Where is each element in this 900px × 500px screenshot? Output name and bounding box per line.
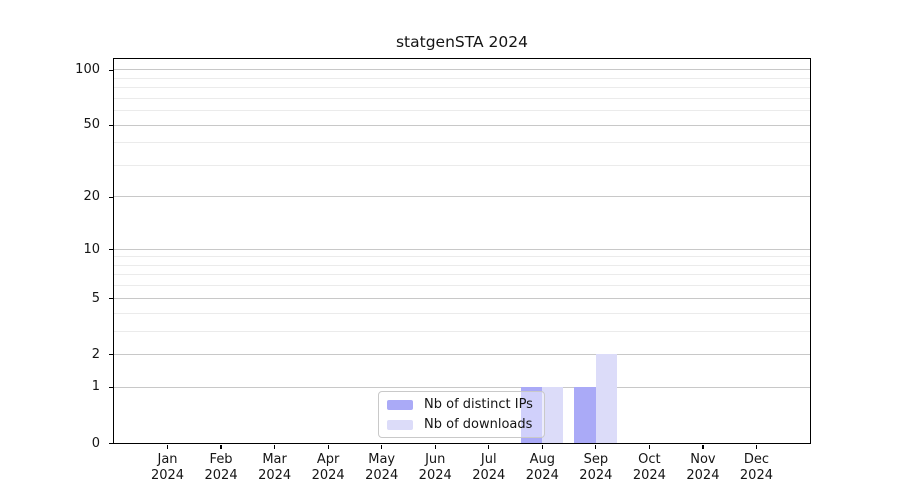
gridline-minor bbox=[113, 164, 810, 166]
y-tick-label: 10 bbox=[83, 241, 100, 257]
x-tick-mark bbox=[541, 444, 543, 449]
x-tick-label: Oct 2024 bbox=[632, 451, 666, 483]
y-tick-label: 100 bbox=[75, 62, 100, 78]
x-tick-mark bbox=[434, 444, 436, 449]
x-tick-mark bbox=[166, 444, 169, 449]
gridline-minor bbox=[113, 97, 810, 99]
x-tick-mark bbox=[220, 444, 222, 449]
gridline-minor bbox=[113, 142, 810, 144]
chart-title: statgenSTA 2024 bbox=[395, 33, 528, 51]
x-tick-label: Mar 2024 bbox=[258, 451, 292, 483]
gridline-minor bbox=[113, 110, 810, 112]
gridline-major bbox=[113, 297, 810, 299]
y-tick-label: 0 bbox=[91, 435, 100, 451]
gridline-minor bbox=[113, 264, 810, 266]
x-tick-mark bbox=[755, 444, 758, 449]
bar-nb-of-distinct-ips-aug-2024 bbox=[520, 387, 542, 444]
y-tick-mark bbox=[108, 353, 114, 356]
legend: Nb of distinct IPs Nb of downloads bbox=[378, 391, 545, 438]
x-tick-mark bbox=[381, 444, 383, 449]
gridline-minor bbox=[113, 285, 810, 287]
x-tick-label: May 2024 bbox=[365, 451, 399, 483]
y-tick-mark bbox=[108, 196, 114, 198]
gridline-minor bbox=[113, 256, 810, 258]
gridline-minor bbox=[113, 312, 810, 314]
y-tick-mark bbox=[108, 297, 114, 300]
y-tick-label: 1 bbox=[91, 379, 100, 395]
gridline-major bbox=[113, 124, 810, 126]
gridline-minor bbox=[113, 87, 810, 89]
y-tick-mark bbox=[108, 248, 114, 251]
gridline-minor bbox=[113, 77, 810, 79]
x-tick-label: Aug 2024 bbox=[525, 451, 559, 483]
gridline-major bbox=[113, 69, 810, 71]
gridline-minor bbox=[113, 330, 810, 332]
bar-nb-of-downloads-sep-2024 bbox=[595, 354, 617, 444]
y-tick-label: 20 bbox=[83, 189, 100, 205]
legend-item: Nb of downloads bbox=[387, 416, 544, 433]
x-tick-label: Apr 2024 bbox=[311, 451, 345, 483]
x-tick-label: Feb 2024 bbox=[204, 451, 238, 483]
x-tick-label: Jul 2024 bbox=[472, 451, 506, 483]
y-tick-label: 2 bbox=[91, 346, 100, 362]
gridline-major bbox=[113, 353, 810, 355]
x-tick-label: Dec 2024 bbox=[739, 451, 773, 483]
y-tick-mark bbox=[108, 124, 114, 127]
y-tick-label: 5 bbox=[91, 290, 100, 306]
plot-area bbox=[112, 57, 811, 445]
bar-nb-of-downloads-aug-2024 bbox=[541, 387, 564, 444]
gridline-minor bbox=[113, 274, 810, 276]
y-tick-label: 50 bbox=[83, 117, 100, 133]
y-tick-mark bbox=[108, 69, 114, 71]
x-tick-label: Nov 2024 bbox=[686, 451, 720, 483]
legend-label: Nb of distinct IPs bbox=[424, 397, 533, 412]
legend-item: Nb of distinct IPs bbox=[387, 396, 544, 413]
bar-nb-of-distinct-ips-sep-2024 bbox=[574, 387, 596, 444]
x-tick-mark bbox=[488, 444, 490, 449]
y-tick-mark bbox=[108, 442, 114, 445]
gridline-major bbox=[113, 196, 810, 198]
gridline-major bbox=[113, 248, 810, 250]
legend-swatch-nb-of-distinct-ips bbox=[387, 399, 413, 410]
x-tick-label: Jun 2024 bbox=[418, 451, 452, 483]
x-tick-mark bbox=[273, 444, 276, 449]
x-tick-mark bbox=[648, 444, 651, 449]
x-tick-label: Jan 2024 bbox=[150, 451, 185, 483]
x-tick-mark bbox=[702, 444, 704, 449]
x-tick-mark bbox=[595, 444, 597, 449]
x-tick-mark bbox=[327, 444, 329, 449]
legend-swatch-nb-of-downloads bbox=[387, 419, 413, 430]
x-tick-label: Sep 2024 bbox=[579, 451, 613, 483]
y-tick-mark bbox=[108, 386, 114, 389]
legend-label: Nb of downloads bbox=[424, 417, 533, 432]
gridline-major bbox=[113, 386, 810, 388]
